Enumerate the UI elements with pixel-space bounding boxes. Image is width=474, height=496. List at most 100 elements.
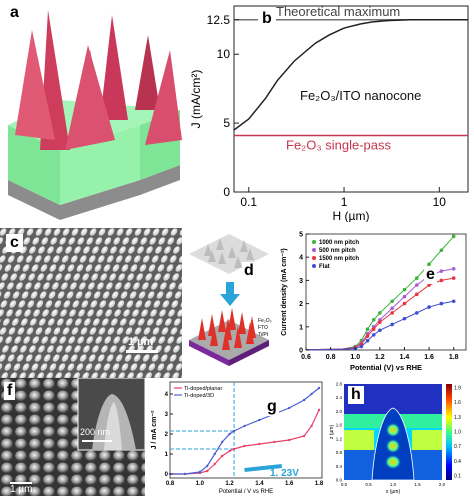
scale-bar-label: 1 µm <box>128 336 154 348</box>
data-point <box>378 328 382 333</box>
y-tick-label: 2.0 <box>336 409 343 414</box>
potential-annotation: 1. 23V <box>270 468 299 479</box>
schematic-d <box>189 234 269 366</box>
panel-b: Theoretical maximum Fe₂O₃ single-pass Fe₂O… <box>186 0 474 222</box>
x-axis-label: Potential / V vs RHE <box>219 489 273 495</box>
chart-b: Theoretical maximum Fe₂O₃ single-pass Fe₂O… <box>189 4 469 222</box>
data-point <box>213 462 216 466</box>
y-tick-label: 5 <box>223 116 230 130</box>
x-tick-label: 1.0 <box>390 482 397 487</box>
annotation-arrow <box>244 464 282 472</box>
x-tick-label: 0.8 <box>166 481 175 487</box>
y-tick-label: 4 <box>299 255 303 262</box>
data-point <box>451 234 456 239</box>
y-tick-label: 0.0 <box>336 478 343 483</box>
colorbar-tick-label: 0.1 <box>454 474 461 480</box>
legend-marker <box>312 264 316 268</box>
reference-label: Fe₂O₃ single-pass <box>286 138 391 153</box>
x-tick-label: 1.6 <box>285 481 294 487</box>
legend-entry: Flat <box>319 264 330 270</box>
colorbar-tick-label: 1.0 <box>454 430 461 436</box>
x-tick-label: 0.5 <box>365 482 372 487</box>
cone <box>15 30 55 140</box>
data-point <box>206 469 209 473</box>
panel-label-f: f <box>4 382 16 400</box>
data-point <box>359 344 364 349</box>
panel-label-c: c <box>6 234 23 252</box>
x-tick-label: 1.2 <box>375 354 385 361</box>
data-point <box>183 472 187 476</box>
y-tick-label: 0.4 <box>336 464 343 469</box>
panel-label-a: a <box>6 4 23 22</box>
data-point <box>402 316 407 321</box>
data-point <box>310 424 313 428</box>
data-point <box>414 311 419 315</box>
data-point <box>220 454 224 458</box>
legend-entry: Ti-doped/planar <box>184 386 222 392</box>
panel-f: 200 nm 1 µm f <box>0 378 145 496</box>
y-tick-label: 2.8 <box>336 382 343 387</box>
data-point <box>228 449 231 453</box>
sem-image-f <box>0 378 145 496</box>
layer-label: FTO <box>258 325 268 331</box>
data-point <box>198 470 202 474</box>
panel-label-g: g <box>265 398 279 416</box>
colorbar <box>446 384 452 480</box>
data-point <box>273 440 276 444</box>
layer-label: Ti/Pt <box>258 332 269 338</box>
data-point <box>232 429 236 433</box>
data-point <box>414 276 419 280</box>
legend-entry: Ti-doped/3D <box>184 393 214 399</box>
data-point <box>402 301 407 306</box>
panel-label-b: b <box>258 10 276 28</box>
data-point <box>317 408 321 412</box>
data-point <box>378 311 382 315</box>
y-tick-label: 10 <box>217 47 231 61</box>
cone <box>100 15 128 120</box>
data-point <box>451 276 456 280</box>
y-tick-label: 1.6 <box>336 423 343 428</box>
arrow-icon <box>226 282 234 294</box>
panel-g: Ti-doped/planar Ti-doped/3D 0.8 1.0 1.2 1.4 1.… <box>148 378 326 496</box>
y-tick-label: 2 <box>165 432 169 438</box>
data-point <box>243 424 246 428</box>
data-point <box>258 418 261 422</box>
x-tick-label: 1.4 <box>255 481 264 487</box>
series-line <box>233 19 468 131</box>
panel-label-e: e <box>424 266 437 284</box>
panel-h: 0.0 0.5 1.0 1.5 2.0 0.0 0.4 0.8 1.2 1.6 2.0 2.4 2.8 0… <box>328 378 474 496</box>
y-tick-label: 2 <box>299 301 303 308</box>
nanocone-render <box>8 10 182 220</box>
panel-label-d: d <box>242 262 256 280</box>
y-axis-label: Current density (mA cm⁻²) <box>281 248 288 335</box>
inset-scale-label: 200 nm <box>80 427 111 437</box>
panel-a: a <box>0 0 185 222</box>
plot-frame <box>169 381 323 479</box>
data-point <box>439 248 444 253</box>
legend-entry: 1000 nm pitch <box>319 240 359 246</box>
cone <box>65 45 115 150</box>
panel-label-h: h <box>348 386 364 404</box>
legend-marker <box>312 256 316 260</box>
x-tick-label: 1.5 <box>414 482 421 487</box>
plot-frame <box>305 233 467 351</box>
y-tick-label: 0 <box>165 472 169 478</box>
cone <box>135 35 160 110</box>
data-point <box>243 444 246 448</box>
legend-entry: 1500 nm pitch <box>319 256 359 262</box>
data-point <box>427 305 431 309</box>
colorbar-tick-label: 0.7 <box>454 444 461 450</box>
data-point <box>390 311 394 315</box>
data-point <box>220 440 224 444</box>
y-tick-label: 1 <box>165 452 169 458</box>
chart-e: 1000 nm pitch 500 nm pitch 1500 nm pitch Fl… <box>281 232 467 372</box>
x-axis-label: Potential (V) vs RHE <box>350 363 422 372</box>
data-point <box>439 301 444 306</box>
series-label: Fe₂O₃/ITO nanocone <box>300 88 421 103</box>
y-tick-label: 0 <box>223 185 230 199</box>
y-tick-label: 1 <box>299 324 303 331</box>
x-tick-label: 2.0 <box>439 482 446 487</box>
data-point <box>206 464 209 468</box>
y-tick-label: 0 <box>299 348 303 355</box>
